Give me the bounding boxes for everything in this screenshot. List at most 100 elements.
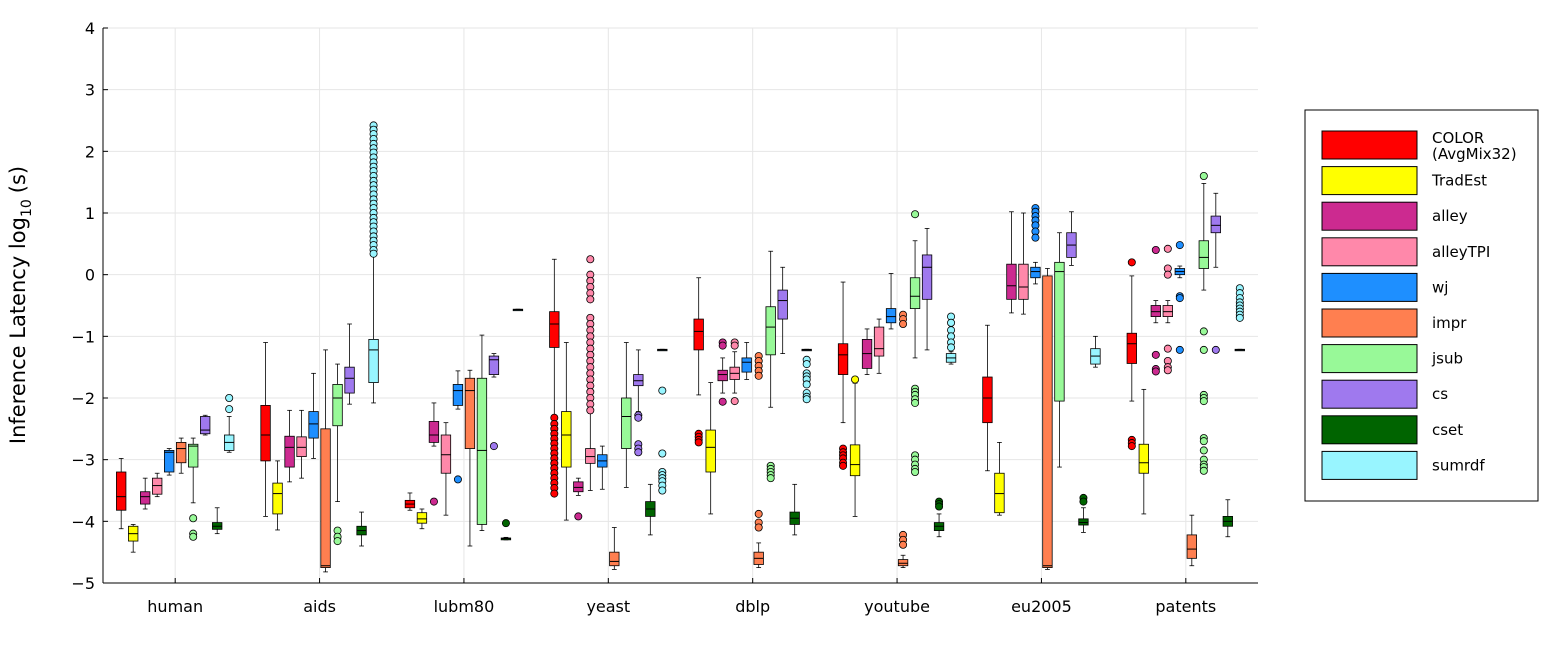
box-eu2005-tradest bbox=[994, 441, 1005, 516]
x-tick-label: youtube bbox=[864, 597, 930, 616]
box-iqr bbox=[705, 429, 716, 473]
y-tick-label: 3 bbox=[85, 81, 95, 100]
box-eu2005-cs bbox=[1066, 211, 1077, 266]
legend-label: cs bbox=[1432, 385, 1448, 403]
box-patents-impr bbox=[1186, 514, 1197, 567]
box-iqr bbox=[549, 311, 560, 348]
box-eu2005-sumrdf bbox=[1090, 335, 1101, 368]
outlier-point bbox=[911, 467, 920, 476]
box-iqr bbox=[1150, 305, 1161, 317]
legend-label-line: alley bbox=[1432, 207, 1468, 225]
box-youtube-tradest bbox=[849, 375, 861, 517]
box-eu2005-impr bbox=[1042, 268, 1053, 570]
outlier-point bbox=[718, 341, 727, 350]
box-youtube-impr bbox=[897, 310, 909, 568]
outlier-point bbox=[754, 523, 763, 532]
box-lubm80-cset bbox=[500, 519, 512, 541]
box-human-cs bbox=[200, 414, 211, 436]
box-yeast-sumrdf bbox=[657, 348, 668, 495]
box-lubm80-cs bbox=[488, 353, 500, 451]
box-iqr bbox=[909, 277, 921, 309]
box-eu2005-alleytpi bbox=[1018, 212, 1029, 315]
box-youtube-cs bbox=[921, 228, 933, 351]
box-yeast-wj bbox=[597, 445, 608, 490]
box-lubm80-alleytpi bbox=[440, 422, 452, 516]
box-dblp-sumrdf bbox=[801, 348, 812, 404]
outlier-point bbox=[1079, 497, 1088, 506]
box-iqr bbox=[200, 416, 211, 435]
x-tick-label: patents bbox=[1155, 597, 1216, 616]
box-iqr bbox=[621, 397, 632, 449]
box-lubm80-tradest bbox=[416, 508, 428, 530]
y-tick-label: −3 bbox=[71, 451, 95, 470]
box-iqr bbox=[1018, 263, 1029, 300]
outlier-point bbox=[899, 540, 908, 549]
x-tick-label: eu2005 bbox=[1011, 597, 1072, 616]
box-dblp-impr bbox=[753, 352, 764, 568]
box-patents-alleytpi bbox=[1162, 244, 1173, 375]
box-lubm80-sumrdf bbox=[512, 308, 524, 312]
y-axis-title: Inference Latency log10(s) bbox=[6, 166, 35, 444]
x-tick-label: aids bbox=[303, 597, 336, 616]
outlier-point bbox=[634, 448, 643, 457]
legend-swatch bbox=[1321, 415, 1418, 445]
outlier-point bbox=[501, 519, 510, 528]
outlier-point bbox=[802, 360, 811, 369]
box-human-jsub bbox=[188, 437, 199, 541]
box-iqr bbox=[368, 339, 379, 383]
box-eu2005-jsub bbox=[1054, 232, 1065, 468]
y-tick-label: 2 bbox=[85, 142, 95, 161]
outlier-point bbox=[718, 397, 727, 406]
outlier-point bbox=[1175, 294, 1184, 303]
box-iqr bbox=[1030, 266, 1041, 279]
box-iqr bbox=[994, 472, 1005, 514]
box-iqr bbox=[837, 343, 849, 375]
box-yeast-cs bbox=[633, 349, 644, 457]
outlier-point bbox=[1151, 350, 1160, 359]
outlier-point bbox=[1163, 244, 1172, 253]
outlier-point bbox=[225, 393, 234, 402]
outlier-point bbox=[1151, 245, 1160, 254]
outlier-point bbox=[1199, 327, 1208, 336]
outlier-point bbox=[766, 474, 775, 483]
box-lubm80-color bbox=[404, 492, 416, 511]
y-tick-label: 0 bbox=[85, 266, 95, 285]
box-human-wj bbox=[164, 448, 175, 476]
x-tick-label: human bbox=[147, 597, 203, 616]
box-lubm80-jsub bbox=[476, 334, 488, 531]
box-iqr bbox=[260, 404, 271, 462]
box-aids-color bbox=[260, 342, 271, 517]
outlier-point bbox=[730, 397, 739, 406]
legend-swatch bbox=[1321, 201, 1418, 231]
outlier-point bbox=[851, 375, 860, 384]
outlier-point bbox=[658, 449, 667, 458]
y-tick-label: 1 bbox=[85, 204, 95, 223]
legend-label: cset bbox=[1432, 421, 1463, 439]
legend-label: sumrdf bbox=[1432, 456, 1485, 474]
outlier-point bbox=[333, 537, 342, 546]
outlier-point bbox=[586, 255, 595, 264]
box-iqr bbox=[885, 308, 897, 324]
box-iqr bbox=[296, 436, 307, 457]
box-human-alleytpi bbox=[152, 472, 163, 498]
outlier-point bbox=[1127, 258, 1136, 267]
outlier-point bbox=[1235, 313, 1244, 322]
axes: −5 −4 −3 −2 −1 0 1 2 3 4 human aids lubm80 yeast dblp y… bbox=[71, 19, 1258, 616]
outlier-point bbox=[586, 295, 595, 304]
box-iqr bbox=[921, 254, 933, 300]
legend-label-line: jsub bbox=[1431, 350, 1463, 368]
box-iqr bbox=[116, 471, 127, 511]
box-iqr bbox=[320, 428, 331, 568]
legend-label: wj bbox=[1432, 278, 1448, 296]
y-tick-label: 4 bbox=[85, 19, 95, 38]
box-iqr bbox=[308, 411, 319, 439]
box-aids-wj bbox=[308, 372, 319, 459]
outlier-point bbox=[634, 413, 643, 422]
legend-swatch bbox=[1321, 379, 1418, 409]
box-iqr bbox=[1054, 261, 1065, 402]
box-aids-sumrdf bbox=[368, 121, 379, 404]
box-iqr bbox=[440, 434, 452, 474]
outlier-point bbox=[1031, 233, 1040, 242]
box-human-color bbox=[116, 458, 127, 530]
box-lubm80-impr bbox=[464, 369, 476, 547]
